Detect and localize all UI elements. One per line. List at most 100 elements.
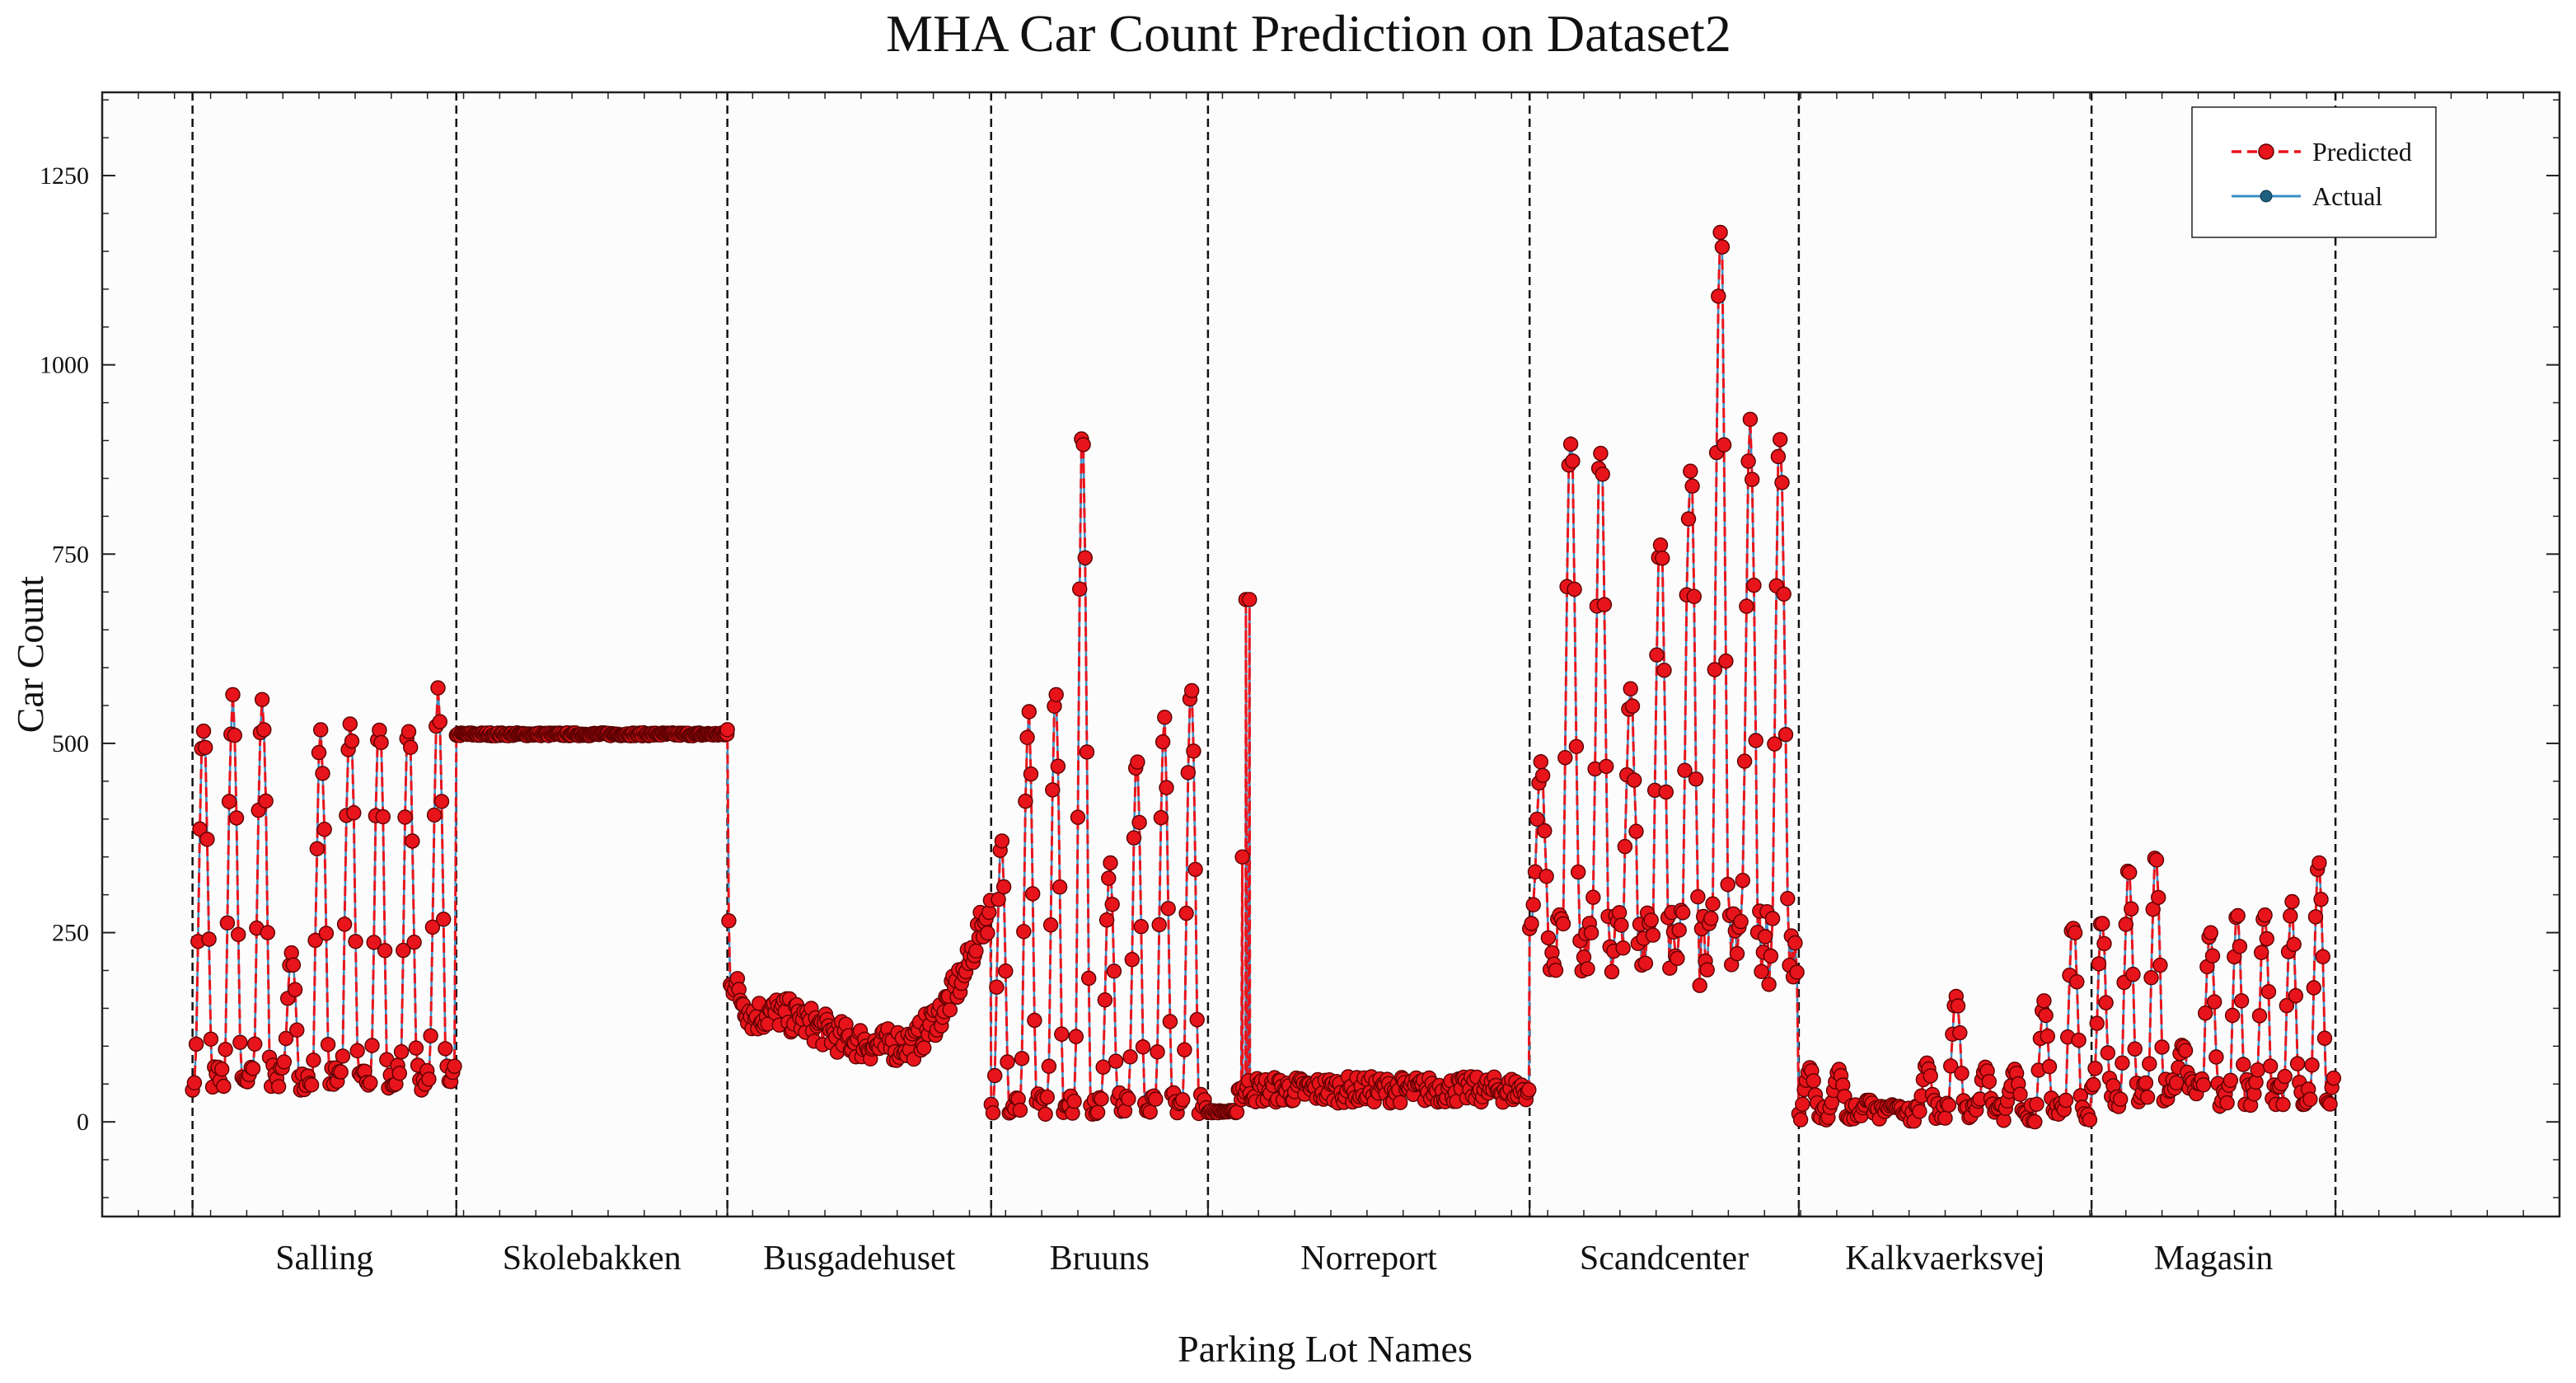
predicted-point	[1615, 940, 1631, 956]
predicted-point	[1643, 912, 1659, 928]
predicted-point	[260, 925, 275, 940]
predicted-point	[254, 692, 270, 707]
predicted-point	[2115, 1055, 2130, 1071]
predicted-point	[1187, 861, 1203, 878]
predicted-point	[995, 879, 1012, 895]
predicted-point	[1014, 1051, 1030, 1067]
predicted-point	[1757, 929, 1773, 945]
predicted-point	[316, 822, 332, 837]
legend-box	[2191, 106, 2437, 238]
predicted-point	[1229, 1104, 1245, 1120]
predicted-point	[1142, 1104, 1158, 1120]
predicted-point	[2040, 1028, 2056, 1044]
predicted-point	[1703, 911, 1719, 926]
predicted-point	[1680, 511, 1697, 527]
predicted-point	[1071, 581, 1088, 597]
predicted-point	[307, 932, 323, 949]
predicted-point	[2142, 1056, 2157, 1071]
predicted-point	[2098, 995, 2114, 1010]
predicted-point	[1534, 767, 1551, 784]
predicted-point	[2250, 1062, 2266, 1078]
predicted-point	[2195, 1076, 2212, 1093]
predicted-point	[1133, 918, 1150, 935]
legend-actual-label: Actual	[2312, 181, 2382, 211]
predicted-point	[1126, 830, 1142, 846]
predicted-point	[1174, 1092, 1191, 1108]
predicted-point	[1763, 948, 1779, 964]
predicted-point	[2230, 907, 2246, 924]
predicted-point	[203, 1031, 219, 1048]
predicted-point	[232, 1034, 248, 1050]
predicted-point	[1767, 736, 1782, 752]
predicted-point	[2233, 993, 2250, 1009]
predicted-point	[218, 1042, 233, 1057]
predicted-point	[942, 1002, 958, 1018]
predicted-point	[372, 722, 387, 738]
predicted-point	[1094, 1091, 1109, 1107]
predicted-point	[1787, 935, 1803, 951]
predicted-point	[1711, 288, 1726, 304]
predicted-point	[2087, 1061, 2103, 1076]
predicted-point	[2275, 1096, 2291, 1113]
predicted-point	[373, 734, 389, 751]
predicted-point	[1525, 897, 1541, 912]
predicted-point	[1981, 1073, 1998, 1090]
plot-frame	[101, 91, 2561, 1218]
predicted-point	[1774, 475, 1790, 490]
x-category-label: Skolebakken	[503, 1240, 681, 1278]
predicted-point	[278, 1030, 294, 1047]
predicted-point	[2058, 1092, 2074, 1109]
predicted-point	[344, 734, 360, 749]
predicted-point	[989, 979, 1005, 995]
x-axis-label: Parking Lot Names	[1178, 1328, 1473, 1370]
x-category-label: Magasin	[2154, 1240, 2274, 1278]
predicted-point	[219, 915, 236, 931]
predicted-point	[2027, 1113, 2043, 1130]
predicted-point	[719, 722, 735, 738]
predicted-point	[336, 917, 353, 932]
predicted-point	[1159, 780, 1174, 795]
predicted-point	[1729, 945, 1745, 962]
predicted-point	[1772, 432, 1788, 448]
predicted-point	[2302, 1091, 2318, 1108]
predicted-point	[2257, 907, 2273, 923]
predicted-point	[2082, 1112, 2098, 1128]
predicted-point	[1189, 1011, 1205, 1028]
predicted-point	[1735, 872, 1751, 888]
predicted-point	[1707, 662, 1723, 677]
predicted-point	[366, 935, 382, 950]
predicted-point	[1521, 1081, 1537, 1098]
predicted-point	[1720, 876, 1735, 893]
predicted-point	[335, 1048, 351, 1064]
predicted-point	[1012, 1102, 1028, 1118]
predicted-point	[2204, 948, 2221, 963]
predicted-point	[2315, 949, 2331, 965]
predicted-point	[1130, 754, 1145, 770]
predicted-point	[1183, 682, 1200, 699]
predicted-point	[1104, 897, 1120, 912]
predicted-point	[1942, 1058, 1959, 1074]
predicted-point	[1075, 437, 1091, 452]
y-tick-label: 1000	[40, 352, 89, 379]
predicted-point	[2253, 945, 2269, 960]
predicted-point	[436, 912, 452, 927]
predicted-point	[2260, 983, 2277, 1000]
predicted-point	[1628, 823, 1644, 839]
predicted-point	[1688, 771, 1704, 787]
predicted-point	[186, 1075, 203, 1091]
predicted-point	[2322, 1096, 2338, 1112]
predicted-point	[1595, 466, 1610, 482]
predicted-point	[1180, 765, 1197, 781]
predicted-point	[349, 1043, 365, 1059]
predicted-point	[1692, 977, 1707, 993]
predicted-point	[2251, 1008, 2268, 1024]
predicted-point	[1712, 224, 1728, 241]
predicted-point	[2152, 957, 2168, 973]
predicted-point	[1024, 886, 1041, 902]
predicted-point	[1593, 445, 1609, 462]
predicted-point	[1776, 586, 1791, 602]
predicted-point	[221, 794, 237, 809]
predicted-point	[192, 821, 208, 837]
predicted-point	[406, 934, 422, 950]
predicted-point	[2311, 855, 2327, 871]
